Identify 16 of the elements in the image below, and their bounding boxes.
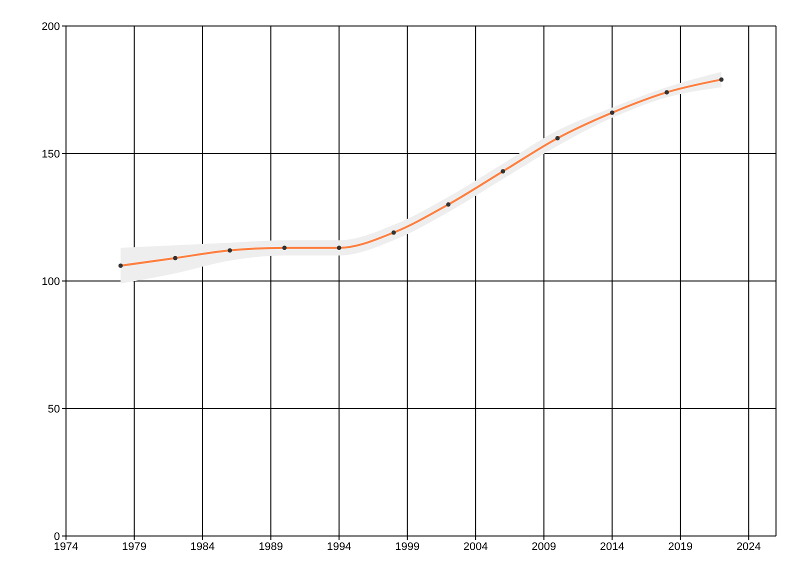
x-tick-label: 2014	[600, 540, 624, 553]
y-tick-label: 150	[42, 148, 60, 160]
x-tick-label: 1984	[190, 540, 215, 553]
x-tick-label: 1979	[122, 540, 147, 553]
x-tick-label: 1999	[395, 540, 420, 553]
x-tick-label: 2004	[463, 540, 488, 553]
x-tick-label: 2024	[736, 540, 761, 553]
x-tick-label: 2019	[668, 540, 693, 553]
x-tick-label: 2009	[532, 540, 556, 553]
y-tick-label: 0	[54, 530, 60, 543]
y-tick-label: 200	[42, 20, 60, 33]
y-tick-label: 50	[48, 403, 60, 416]
x-tick-label: 1974	[54, 540, 78, 553]
x-tick-label: 1989	[258, 540, 284, 553]
y-tick-label: 100	[42, 276, 60, 288]
x-tick-label: 1994	[326, 540, 352, 553]
